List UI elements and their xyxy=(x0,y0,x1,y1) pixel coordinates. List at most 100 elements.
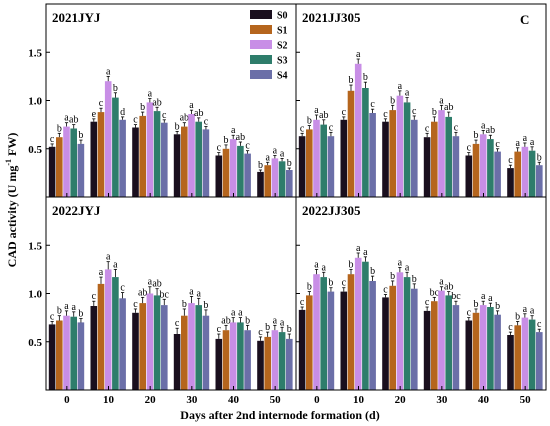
y-axis-title-tail: FW) xyxy=(5,133,19,159)
significance-letter: a xyxy=(99,267,104,278)
significance-letter: c xyxy=(217,324,222,335)
bar xyxy=(146,102,154,197)
y-tick-label: 1.5 xyxy=(28,47,42,59)
significance-letter: ab xyxy=(486,125,495,136)
bar xyxy=(278,161,286,197)
bar xyxy=(465,320,473,390)
significance-letter: ab xyxy=(194,108,203,119)
bar xyxy=(181,315,188,390)
bar xyxy=(382,297,389,390)
significance-letter: a xyxy=(530,137,535,148)
significance-letter: b xyxy=(57,306,62,317)
significance-letter: a xyxy=(363,247,368,258)
bar xyxy=(63,315,70,390)
significance-letter: a xyxy=(439,95,444,106)
bar xyxy=(487,307,494,390)
bar xyxy=(264,336,271,390)
significance-letter: a xyxy=(64,301,69,312)
significance-letter: c xyxy=(50,134,55,145)
bar xyxy=(479,134,487,197)
bar xyxy=(507,335,514,390)
bar xyxy=(153,111,161,197)
significance-letter: c xyxy=(258,327,263,338)
x-tick-label: 50 xyxy=(520,394,532,406)
bar xyxy=(354,63,362,197)
significance-letter: a xyxy=(197,288,202,299)
bar xyxy=(244,153,251,197)
significance-letter: ab xyxy=(152,97,161,108)
x-tick-label: 30 xyxy=(436,394,448,406)
significance-letter: a xyxy=(72,302,77,313)
significance-letter: a xyxy=(273,315,278,326)
bar xyxy=(445,116,452,197)
bar xyxy=(362,261,369,390)
significance-letter: b xyxy=(307,116,312,127)
significance-letter: b xyxy=(113,83,118,94)
bar xyxy=(202,129,210,197)
bar xyxy=(389,110,396,197)
significance-letter: b xyxy=(140,102,145,113)
legend: S0 S1 S2 S3 S4 xyxy=(250,10,288,82)
significance-letter: b xyxy=(78,130,83,141)
bar xyxy=(215,155,223,197)
bar xyxy=(423,137,431,197)
bar xyxy=(536,165,543,197)
bar xyxy=(472,143,480,197)
bar xyxy=(104,269,112,390)
bar xyxy=(479,305,487,390)
bar xyxy=(313,274,320,390)
significance-letter: b xyxy=(412,274,417,285)
significance-letter: b xyxy=(57,123,62,134)
significance-letter: a xyxy=(314,259,319,270)
significance-letter: a xyxy=(398,257,403,268)
significance-letter: a xyxy=(356,49,361,60)
bar xyxy=(77,322,85,390)
x-tick-label: 40 xyxy=(228,394,240,406)
bar xyxy=(222,330,230,390)
bar xyxy=(146,293,154,390)
bar xyxy=(70,128,77,197)
significance-letter: b xyxy=(265,322,270,333)
significance-letter: ab xyxy=(444,282,453,293)
significance-letter: b xyxy=(224,135,229,146)
bar xyxy=(215,338,223,390)
bar xyxy=(445,295,452,390)
bar xyxy=(90,121,98,197)
y-tick-label: 1.5 xyxy=(28,240,42,252)
bar xyxy=(494,151,501,197)
x-tick-label: 0 xyxy=(314,394,320,406)
x-axis-title: Days after 2nd internode formation (d) xyxy=(180,408,379,422)
bar xyxy=(514,151,521,197)
x-tick-label: 30 xyxy=(186,394,198,406)
significance-letter: b xyxy=(432,107,437,118)
bar xyxy=(286,170,293,197)
bar xyxy=(173,334,181,390)
significance-letter: ab xyxy=(319,110,328,121)
bar xyxy=(229,322,237,390)
significance-letter: a xyxy=(231,308,236,319)
significance-letter: c xyxy=(383,285,388,296)
significance-letter: b xyxy=(258,160,263,171)
y-axis-title-sup: -1 xyxy=(4,159,13,166)
bar xyxy=(257,171,264,197)
significance-letter: c xyxy=(329,122,334,133)
bar xyxy=(188,303,195,390)
bar xyxy=(195,305,202,390)
significance-letter: a xyxy=(405,262,410,273)
bar xyxy=(431,301,438,390)
bar xyxy=(507,168,514,197)
bar xyxy=(340,291,348,390)
bar xyxy=(195,121,202,197)
significance-letter: c xyxy=(467,143,472,154)
bar xyxy=(56,320,63,390)
bar xyxy=(347,274,355,390)
bar xyxy=(70,316,77,390)
significance-letter: ab xyxy=(221,315,230,326)
bar xyxy=(97,283,105,390)
bar xyxy=(48,146,56,197)
bar xyxy=(298,309,306,390)
significance-letter: c xyxy=(133,299,138,310)
bar xyxy=(411,288,418,390)
legend-swatch xyxy=(250,40,272,49)
